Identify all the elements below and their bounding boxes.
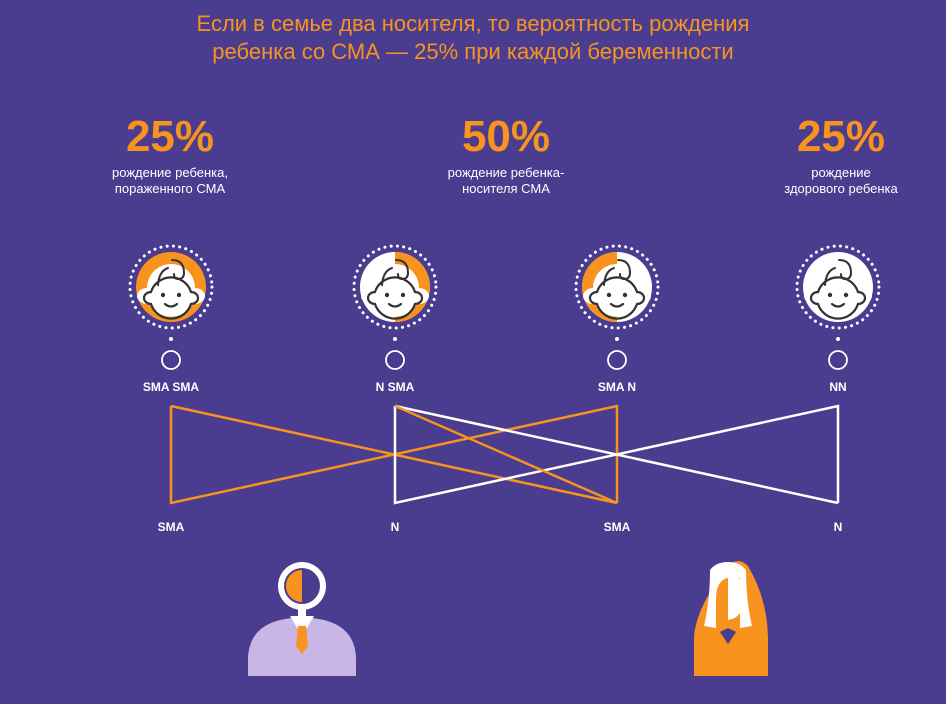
father-carrier-icon xyxy=(248,562,356,676)
child-genotype-label-3: SMA N xyxy=(597,380,637,394)
child-healthy xyxy=(795,244,881,370)
child-genotype-label-1: SMA SMA xyxy=(142,380,200,394)
allele-label-3: SMA xyxy=(603,520,631,534)
headline-line-2: ребенка со СМА — 25% при каждой беременн… xyxy=(212,39,734,64)
stat-healthy-caption: рождение здорового ребенка xyxy=(736,165,946,197)
allele-label-4: N xyxy=(833,520,843,534)
child-carrier-2 xyxy=(574,244,660,370)
stat-carrier-caption: рождение ребенка- носителя СМА xyxy=(401,165,611,197)
mother-carrier-icon xyxy=(694,561,768,676)
stat-healthy-caption-line-1: рождение xyxy=(811,165,871,180)
headline: Если в семье два носителя, то вероятност… xyxy=(0,10,946,66)
line-n-sma xyxy=(394,404,618,505)
stat-healthy-caption-line-2: здорового ребенка xyxy=(784,181,898,196)
stat-carrier-percent: 50% xyxy=(461,112,551,161)
stat-affected-caption-line-2: пораженного СМА xyxy=(114,181,226,196)
stat-carrier-caption-line-2: носителя СМА xyxy=(462,181,550,196)
stat-affected-caption: рождение ребенка, пораженного СМА xyxy=(65,165,275,197)
stat-carrier: 50% рождение ребенка- носителя СМА xyxy=(401,112,611,197)
stat-affected: 25% рождение ребенка, пораженного СМА xyxy=(65,112,275,197)
line-n-cross xyxy=(394,404,839,505)
child-genotype-label-4: NN xyxy=(829,380,847,394)
child-affected xyxy=(128,244,214,370)
stat-healthy-percent: 25% xyxy=(796,112,886,161)
stat-affected-percent: 25% xyxy=(125,112,215,161)
child-carrier-1 xyxy=(352,244,438,370)
child-genotype-label-2: N SMA xyxy=(375,380,415,394)
allele-label-1: SMA xyxy=(157,520,185,534)
stat-healthy: 25% рождение здорового ребенка xyxy=(736,112,946,197)
stat-carrier-caption-line-1: рождение ребенка- xyxy=(447,165,565,180)
allele-label-2: N xyxy=(390,520,400,534)
stat-affected-caption-line-1: рождение ребенка, xyxy=(112,165,228,180)
inheritance-lines xyxy=(169,404,840,505)
headline-line-1: Если в семье два носителя, то вероятност… xyxy=(196,11,750,36)
